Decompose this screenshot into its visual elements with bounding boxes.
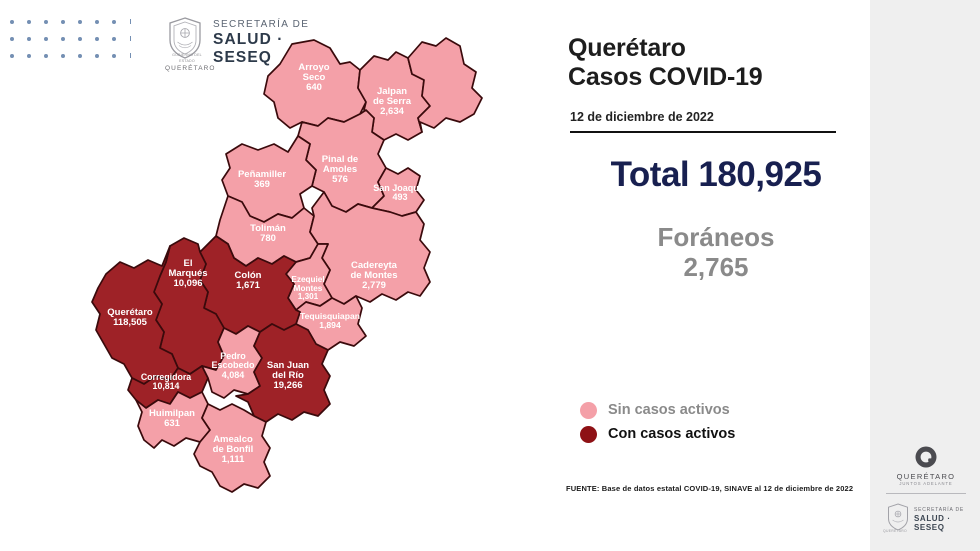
grid-dot-icon (78, 20, 82, 24)
footer-agency-line2: SALUD · SESEQ (914, 514, 951, 532)
grid-tick-icon (130, 19, 131, 24)
grid-dot-icon (27, 20, 31, 24)
grid-dot-icon (112, 54, 116, 58)
right-side-panel (870, 0, 980, 551)
foraneos-label: Foráneos (657, 222, 775, 252)
map-svg (91, 37, 483, 493)
decorative-dot-grid (10, 19, 142, 64)
queretaro-crest-icon (169, 17, 201, 59)
grid-dot-icon (61, 37, 65, 41)
map-region (193, 403, 271, 493)
legend-swatch-pink-icon (580, 401, 597, 419)
title-line1: Querétaro (568, 34, 686, 62)
date-divider (570, 131, 836, 133)
map-region (407, 37, 483, 133)
grid-dot-icon (95, 37, 99, 41)
footer-divider (886, 493, 966, 494)
legend-label-con-casos: Con casos activos (608, 426, 736, 442)
footer-logos: QUERÉTARO JUNTOS ADELANTE QUERÉTARO SECR… (880, 445, 972, 541)
grid-dot-icon (95, 54, 99, 58)
footer-crest-icon (888, 503, 908, 531)
footer-brand-tagline: JUNTOS ADELANTE (899, 481, 953, 486)
map-region (297, 109, 387, 213)
grid-dot-icon (44, 20, 48, 24)
grid-dot-icon (44, 37, 48, 41)
legend-label-sin-casos: Sin casos activos (608, 402, 730, 418)
grid-dot-icon (95, 20, 99, 24)
map-region (235, 323, 331, 423)
grid-dot-icon (10, 37, 14, 41)
footer-agency-line1: SECRETARÍA DE (914, 507, 965, 513)
title-line2: Casos COVID-19 (568, 63, 763, 91)
header-crest-caption: GOBIERNO DEL ESTADO QUERÉTARO (165, 53, 216, 72)
header-agency-line1: SECRETARÍA DE (213, 19, 310, 30)
map-legend: Sin casos activos Con casos activos (580, 398, 735, 446)
grid-dot-icon (112, 37, 116, 41)
foraneos-value: 2,765 (683, 252, 749, 282)
map-region (91, 245, 179, 385)
grid-dot-icon (112, 20, 116, 24)
total-cases: Total 180,925 (610, 155, 822, 194)
grid-dot-icon (44, 54, 48, 58)
grid-dot-icon (61, 20, 65, 24)
report-date: 12 de diciembre de 2022 (570, 110, 714, 124)
grid-dot-icon (61, 54, 65, 58)
legend-item-con-casos: Con casos activos (580, 422, 735, 446)
grid-dot-icon (27, 37, 31, 41)
grid-tick-icon (130, 53, 131, 58)
grid-dot-icon (27, 54, 31, 58)
grid-dot-icon (78, 54, 82, 58)
legend-item-sin-casos: Sin casos activos (580, 398, 735, 422)
source-note: FUENTE: Base de datos estatal COVID-19, … (566, 484, 854, 493)
map-region (263, 39, 367, 129)
header-logo: GOBIERNO DEL ESTADO QUERÉTARO SECRETARÍA… (165, 16, 345, 78)
footer-brand-name: QUERÉTARO (896, 472, 956, 481)
page-title: Querétaro Casos COVID-19 (568, 34, 763, 92)
queretaro-municipality-map: Arroyo Seco 640 Jalpan de Serra 2,634 Land… (78, 18, 538, 528)
header-agency-line2: SALUD · SESEQ (213, 31, 284, 66)
grid-dot-icon (10, 54, 14, 58)
footer-crest-caption: QUERÉTARO (883, 529, 907, 533)
grid-dot-icon (10, 20, 14, 24)
queretaro-q-logo-icon (915, 446, 937, 468)
legend-swatch-darkred-icon (580, 425, 597, 443)
grid-dot-icon (78, 37, 82, 41)
grid-tick-icon (130, 36, 131, 41)
